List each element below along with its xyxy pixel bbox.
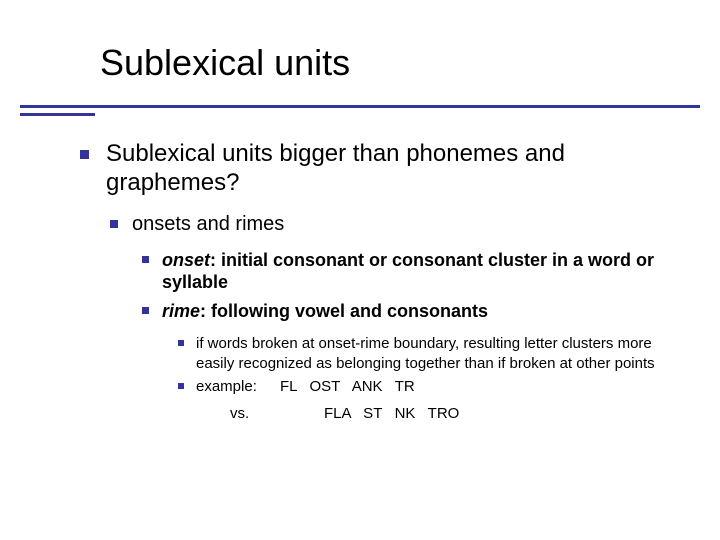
lvl3-onset-def: : initial consonant or consonant cluster… [162, 250, 654, 293]
example-vs-row: vs. FLA ST NK TRO [230, 405, 690, 422]
lvl3-rime-def: : following vowel and consonants [200, 301, 488, 321]
bullet-lvl3-rime: rime: following vowel and consonants [142, 300, 690, 323]
lvl3-rime-term: rime [162, 301, 200, 321]
example-label: example: [196, 377, 280, 397]
bullet-lvl4-example: example:FL OST ANK TR [178, 377, 690, 397]
square-bullet-icon [178, 383, 184, 389]
lvl2-text: onsets and rimes [132, 213, 284, 235]
title-rule-short [20, 113, 95, 116]
bullet-lvl1: Sublexical units bigger than phonemes an… [80, 140, 690, 198]
square-bullet-icon [142, 256, 149, 263]
slide-title: Sublexical units [100, 42, 350, 84]
square-bullet-icon [178, 340, 184, 346]
bullet-lvl3-onset: onset: initial consonant or consonant cl… [142, 249, 690, 294]
bullet-lvl2: onsets and rimes [110, 212, 690, 237]
slide: Sublexical units Sublexical units bigger… [0, 0, 720, 540]
title-rule-long [20, 105, 700, 108]
square-bullet-icon [110, 220, 118, 228]
square-bullet-icon [80, 150, 89, 159]
square-bullet-icon [142, 307, 149, 314]
slide-body: Sublexical units bigger than phonemes an… [80, 140, 690, 422]
example-row2: FLA ST NK TRO [324, 405, 459, 422]
lvl4-explain-text: if words broken at onset-rime boundary, … [196, 335, 655, 372]
example-row1: FL OST ANK TR [280, 378, 415, 395]
lvl1-text: Sublexical units bigger than phonemes an… [106, 140, 565, 196]
bullet-lvl4-explain: if words broken at onset-rime boundary, … [178, 334, 690, 373]
lvl3-onset-term: onset [162, 250, 210, 270]
vs-label: vs. [230, 405, 324, 422]
